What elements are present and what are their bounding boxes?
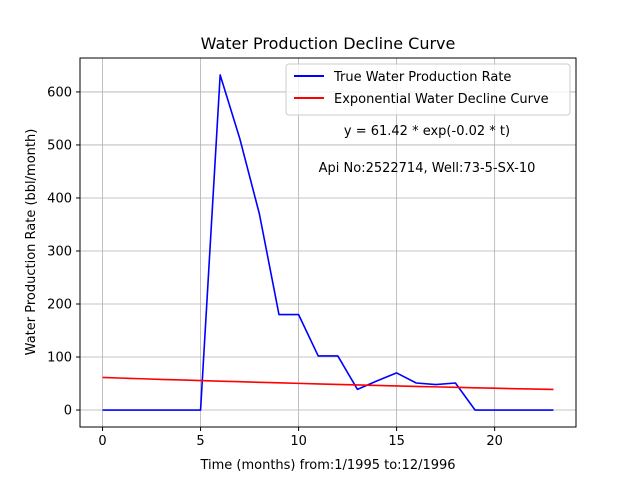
x-tick-label: 10: [290, 434, 307, 449]
x-tick-label: 5: [196, 434, 204, 449]
chart-title: Water Production Decline Curve: [201, 34, 456, 53]
y-tick-label: 500: [47, 138, 72, 153]
well-annotation: Api No:2522714, Well:73-5-SX-10: [319, 161, 536, 176]
x-tick-label: 15: [388, 434, 405, 449]
true-water-production-line: [102, 74, 554, 411]
legend-label-exponential-curve: Exponential Water Decline Curve: [334, 92, 549, 107]
y-tick-label: 200: [47, 298, 72, 313]
x-axis-label: Time (months) from:1/1995 to:12/1996: [199, 458, 455, 473]
y-tick-label: 600: [47, 85, 72, 100]
y-axis-label: Water Production Rate (bbl/month): [24, 129, 39, 356]
equation-annotation: y = 61.42 * exp(-0.02 * t): [344, 124, 510, 139]
legend-label-true-rate: True Water Production Rate: [333, 70, 511, 85]
y-tick-label: 100: [47, 351, 72, 366]
exponential-decline-line: [102, 376, 554, 391]
series-layer: [102, 74, 554, 411]
x-tick-label: 0: [98, 434, 106, 449]
y-tick-label: 0: [64, 404, 72, 419]
x-tick-label: 20: [486, 434, 503, 449]
legend-box: [285, 63, 571, 116]
plot-frame: [79, 57, 577, 428]
y-tick-label: 400: [47, 191, 72, 206]
legend: True Water Production Rate Exponential W…: [285, 63, 571, 116]
y-tick-label: 300: [47, 244, 72, 259]
